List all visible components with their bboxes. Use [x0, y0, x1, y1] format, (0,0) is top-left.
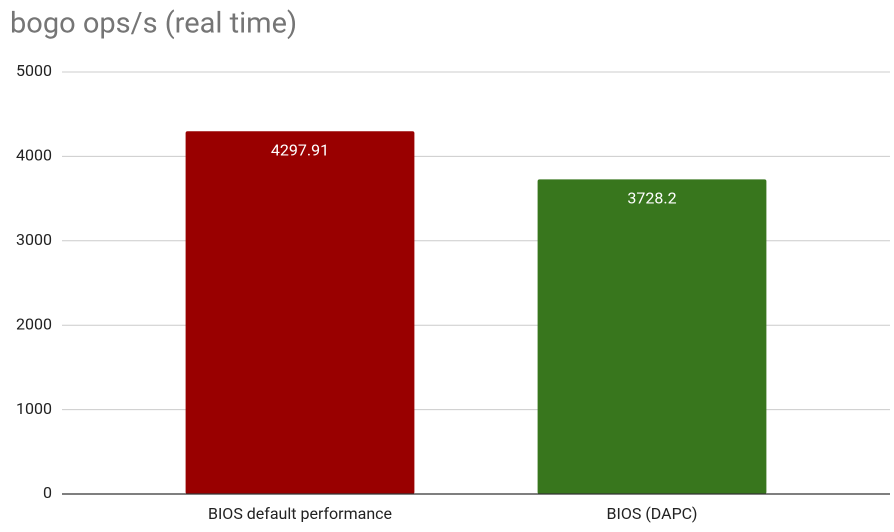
- chart-title: bogo ops/s (real time): [10, 7, 297, 41]
- x-tick-label: BIOS default performance: [208, 504, 392, 523]
- data-label: 3728.2: [627, 189, 676, 208]
- y-tick-label: 5000: [16, 61, 52, 80]
- bar: [537, 179, 767, 495]
- y-tick-label: 1000: [16, 399, 52, 418]
- y-tick-label: 3000: [16, 230, 52, 249]
- data-label: 4297.91: [271, 140, 329, 159]
- y-tick-label: 0: [43, 483, 52, 502]
- y-tick-label: 4000: [16, 146, 52, 165]
- x-tick-label: BIOS (DAPC): [607, 504, 698, 523]
- bar: [185, 131, 415, 494]
- y-tick-label: 2000: [16, 314, 52, 333]
